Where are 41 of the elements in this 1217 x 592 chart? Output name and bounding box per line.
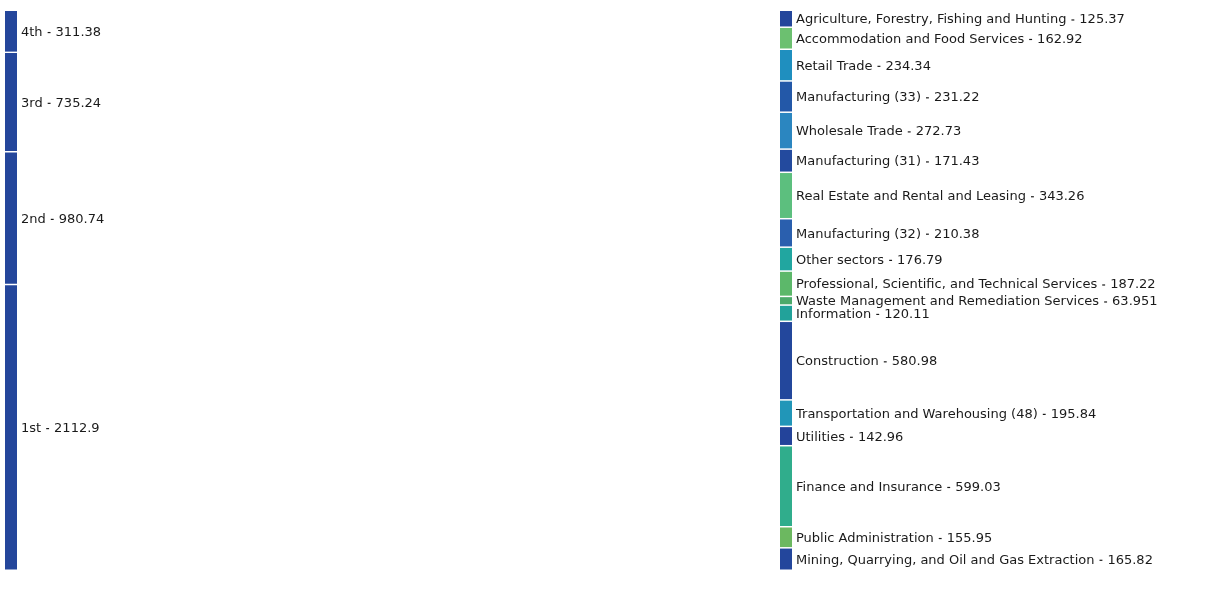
category-label: Other sectors — [796, 251, 885, 267]
data-label: 155.95 — [946, 530, 993, 546]
category-label: 4th — [21, 24, 43, 40]
data-label: 195.84 — [1050, 405, 1097, 421]
category-label: Construction — [796, 353, 879, 369]
data-label: 580.98 — [891, 353, 938, 369]
data-label: 2112.9 — [54, 420, 100, 436]
category-label: Manufacturing (31) — [796, 153, 921, 169]
category-label: Professional, Scientific, and Technical Services — [796, 276, 1098, 292]
category-label: Accommodation and Food Services — [796, 30, 1025, 46]
data-label: 63.951 — [1112, 293, 1158, 309]
category-label: Agriculture, Forestry, Fishing and Hunting — [796, 11, 1067, 27]
category-label: Manufacturing (33) — [796, 89, 921, 105]
data-label: 231.22 — [933, 89, 980, 105]
category-label: Public Administration — [796, 530, 934, 546]
data-label: 165.82 — [1107, 551, 1153, 567]
data-label: 171.43 — [933, 153, 980, 169]
category-label: Real Estate and Rental and Leasing — [796, 188, 1026, 204]
category-label: Transportation and Warehousing (48) — [795, 405, 1038, 421]
data-label: 176.79 — [897, 251, 943, 267]
category-label: 3rd — [21, 94, 43, 110]
category-label: Manufacturing (32) — [796, 225, 921, 241]
data-label: 142.96 — [857, 428, 904, 444]
data-label: 272.73 — [915, 123, 962, 139]
data-label: 187.22 — [1110, 276, 1156, 292]
data-label: 343.26 — [1038, 188, 1085, 204]
data-label: 210.38 — [933, 225, 980, 241]
data-label: 599.03 — [955, 478, 1001, 494]
data-label: 735.24 — [55, 94, 102, 110]
data-label: 125.37 — [1079, 11, 1125, 27]
category-label: 2nd — [21, 210, 46, 226]
category-label: Wholesale Trade — [796, 123, 903, 139]
category-label: Mining, Quarrying, and Oil and Gas Extraction — [796, 551, 1095, 567]
data-label: 311.38 — [55, 24, 102, 40]
category-label: Utilities — [796, 428, 846, 444]
data-label: 234.34 — [885, 57, 931, 73]
category-label: 1st — [21, 420, 42, 436]
data-label: 980.74 — [58, 210, 105, 226]
category-label: Finance and Insurance — [796, 478, 943, 494]
data-label: 162.92 — [1037, 30, 1083, 46]
category-label: Retail Trade — [796, 57, 873, 73]
